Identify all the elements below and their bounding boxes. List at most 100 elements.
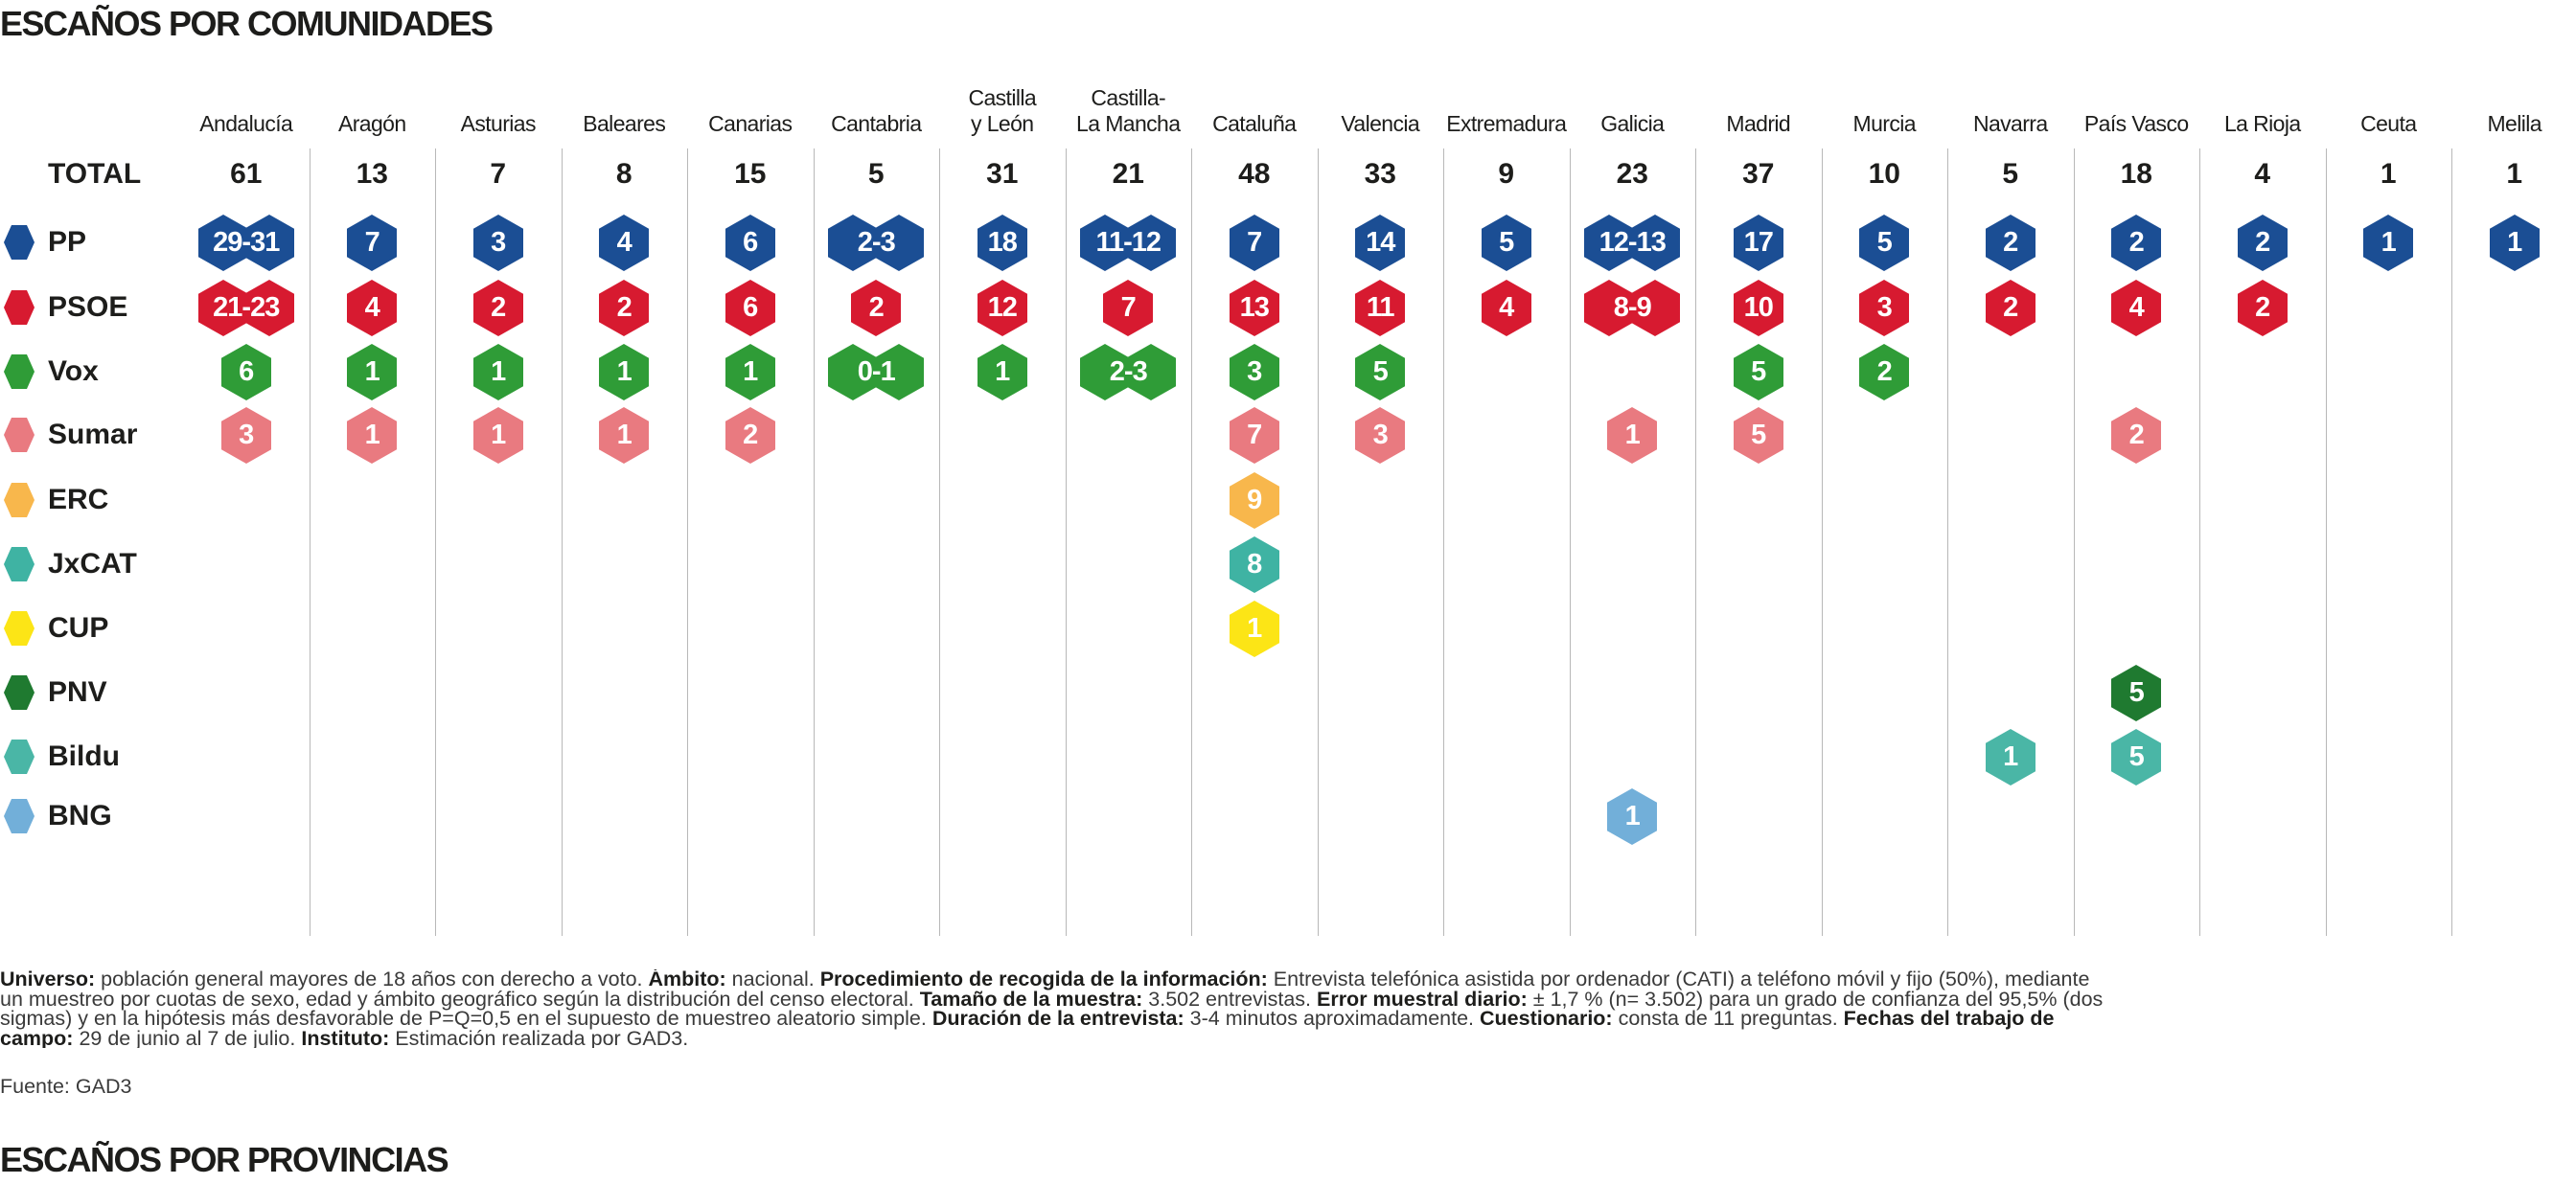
hexagon-mark <box>977 214 1027 271</box>
seat-badge-psoe: 3 <box>1859 279 1910 336</box>
seat-value: 5 <box>1751 419 1766 450</box>
seat-badge-pp: 11-12 <box>1080 214 1177 271</box>
hexagon-mark <box>220 406 271 464</box>
seat-badge-bng: 1 <box>1607 787 1658 845</box>
seat-value: 6 <box>743 226 758 258</box>
hexagon-shape <box>599 343 650 400</box>
seat-value: 4 <box>616 226 632 258</box>
hexagon-mark <box>1733 343 1783 400</box>
seat-badge-pp: 2 <box>2111 214 2162 271</box>
seat-badge-psoe: 13 <box>1229 279 1279 336</box>
column-header: Galicia <box>1600 111 1665 136</box>
hexagon-mark <box>2111 214 2162 271</box>
hexagon-shape <box>874 214 925 271</box>
seat-value: 21-23 <box>213 291 280 323</box>
hexagon-shape <box>197 214 248 271</box>
seat-badge-pp: 29-31 <box>197 214 294 271</box>
hexagon-mark <box>1584 214 1635 271</box>
hexagon-shape <box>2111 664 2162 721</box>
total-seats: 31 <box>986 158 1019 190</box>
column-divider <box>1318 148 1319 936</box>
hexagon-mark <box>828 214 879 271</box>
hexagon-shape <box>724 279 775 336</box>
hexagon-mark <box>1985 728 2036 786</box>
column-divider <box>562 148 563 936</box>
hexagon-shape <box>1229 406 1279 464</box>
seat-badge-psoe: 4 <box>1481 279 1531 336</box>
hexagon-mark <box>724 343 775 400</box>
seat-value: 6 <box>239 355 254 387</box>
total-seats: 10 <box>1868 158 1900 190</box>
hexagon-mark <box>599 214 650 271</box>
hexagon-shape <box>347 279 398 336</box>
hexagon-shape <box>851 279 902 336</box>
seat-badge-vox: 2 <box>1859 343 1910 400</box>
seat-value: 10 <box>1743 291 1774 323</box>
hexagon-shape <box>4 740 34 774</box>
hexagon-mark <box>977 343 1027 400</box>
seat-badge-psoe: 8-9 <box>1584 279 1681 336</box>
hexagon-shape <box>2363 214 2414 271</box>
hexagon-shape <box>1859 279 1910 336</box>
column-divider <box>2074 148 2075 936</box>
total-seats: 15 <box>734 158 767 190</box>
hexagon-mark <box>1859 343 1910 400</box>
footnote-line: sigmas) y en la hipótesis más desfavorab… <box>0 1007 2576 1030</box>
hexagon-mark <box>472 214 523 271</box>
hexagon-shape <box>1733 406 1783 464</box>
seat-badge-psoe: 2 <box>472 279 523 336</box>
hexagon-shape <box>2237 279 2288 336</box>
seat-value: 4 <box>1499 291 1514 323</box>
seat-badge-psoe: 21-23 <box>197 279 294 336</box>
column-header: Baleares <box>583 111 666 136</box>
hexagon-mark <box>1080 343 1131 400</box>
hexagon-shape <box>1859 343 1910 400</box>
hexagon-mark <box>347 406 398 464</box>
hexagon-shape <box>724 343 775 400</box>
seat-value: 9 <box>1247 484 1262 515</box>
seat-value: 12-13 <box>1598 226 1667 258</box>
hexagon-shape <box>4 799 34 833</box>
hexagon-shape <box>1607 406 1658 464</box>
hexagon-mark <box>2363 214 2414 271</box>
legend-item-sumar: Sumar <box>4 416 137 454</box>
legend-item-cup: CUP <box>4 609 108 648</box>
hexagon-shape <box>243 214 294 271</box>
seat-badge-pp: 2-3 <box>828 214 925 271</box>
column-header: Madrid <box>1726 111 1791 136</box>
seat-badge-sumar: 1 <box>599 406 650 464</box>
hexagon-icon <box>4 611 34 646</box>
total-seats: 48 <box>1238 158 1271 190</box>
total-seats: 1 <box>2380 158 2397 190</box>
hexagon-shape <box>977 279 1027 336</box>
seat-badge-psoe: 4 <box>2111 279 2162 336</box>
seat-value: 1 <box>616 419 632 450</box>
legend-item-bng: BNG <box>4 797 112 835</box>
hexagon-shape <box>1126 214 1177 271</box>
hexagon-shape <box>1229 279 1279 336</box>
hexagon-shape <box>1607 787 1658 845</box>
footnote-heading: Universo: <box>0 969 96 990</box>
footnote-text: sigmas) y en la hipótesis más desfavorab… <box>0 1007 932 1030</box>
seat-value: 1 <box>1624 800 1641 831</box>
hexagon-shape <box>220 343 271 400</box>
hexagon-shape <box>1355 279 1406 336</box>
footnote-line: Universo: población general mayores de 1… <box>0 969 2576 990</box>
total-seats: 8 <box>615 158 632 190</box>
seat-value: 7 <box>364 226 380 258</box>
seat-value: 12 <box>987 291 1018 323</box>
column-divider <box>939 148 940 936</box>
footnote-heading: Procedimiento de recogida de la informac… <box>819 969 1268 990</box>
hexagon-shape <box>472 406 523 464</box>
seat-value: 3 <box>239 419 254 450</box>
seat-value: 8-9 <box>1613 291 1652 323</box>
hexagon-mark <box>220 343 271 400</box>
total-seats: 21 <box>1112 158 1144 190</box>
seat-value: 7 <box>1120 291 1137 323</box>
seat-badge-pp: 2 <box>1985 214 2036 271</box>
hexagon-mark <box>1229 279 1279 336</box>
column-header: Murcia <box>1852 111 1917 136</box>
seat-value: 2 <box>2128 226 2145 258</box>
hexagon-shape <box>1229 214 1279 271</box>
hexagon-mark <box>472 279 523 336</box>
